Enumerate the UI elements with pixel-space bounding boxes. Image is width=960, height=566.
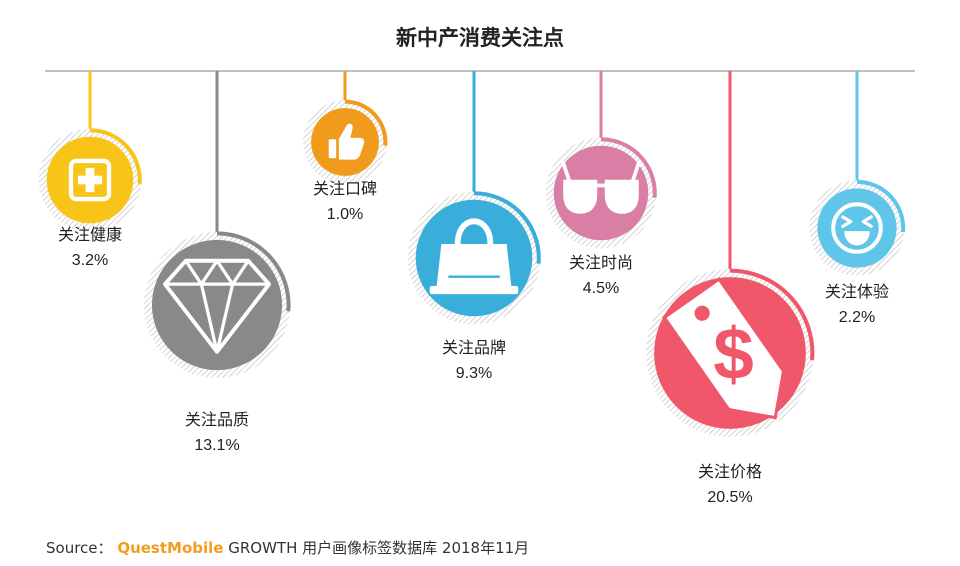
value-label: 20.5% [707, 489, 752, 506]
category-label: 关注品牌 [442, 338, 506, 357]
value-label: 13.1% [194, 437, 239, 454]
category-label: 关注时尚 [569, 253, 633, 272]
value-label: 4.5% [583, 280, 619, 297]
source-note: Source： QuestMobile GROWTH 用户画像标签数据库 201… [46, 537, 529, 558]
bubble-arc [729, 268, 815, 361]
bubble-disc [553, 145, 649, 241]
bubble-disc [151, 239, 283, 371]
value-label: 9.3% [456, 365, 492, 382]
bubble-4: 关注品牌 9.3% [407, 71, 541, 382]
thumbs-up-icon [328, 123, 365, 160]
bubble-disc [817, 188, 897, 268]
chart-title: 新中产消费关注点 [396, 26, 564, 50]
bubble-arc [473, 191, 541, 264]
brand-name: QuestMobile [117, 539, 224, 557]
bubble-7: 关注体验 2.2% [809, 71, 906, 326]
value-label: 3.2% [72, 252, 108, 269]
category-label: 关注健康 [58, 225, 122, 244]
category-label: 关注体验 [825, 282, 889, 301]
bubble-5: 关注时尚 4.5% [545, 71, 657, 297]
bubble-6: 关注价格 20.5% [646, 71, 815, 506]
bubble-arc [344, 99, 388, 146]
bubble-arc [89, 128, 142, 185]
source-text: GROWTH 用户画像标签数据库 2018年11月 [228, 539, 530, 557]
price-tag-icon: $ [662, 277, 786, 420]
laughing-face-icon [831, 202, 883, 254]
medical-cross-icon [68, 158, 112, 202]
source-label: Source： [46, 539, 113, 557]
bubble-arc [216, 231, 291, 312]
category-label: 关注价格 [698, 462, 762, 481]
glasses-icon [561, 160, 641, 214]
category-label: 关注口碑 [313, 179, 377, 198]
bubble-arc [856, 179, 906, 233]
bubble-arc [600, 137, 657, 198]
category-label: 关注品质 [185, 410, 249, 429]
diamond-icon [162, 258, 272, 354]
svg-text:$: $ [713, 314, 754, 395]
shopping-bag-icon [429, 218, 519, 295]
value-label: 2.2% [839, 309, 875, 326]
value-label: 1.0% [327, 206, 363, 223]
